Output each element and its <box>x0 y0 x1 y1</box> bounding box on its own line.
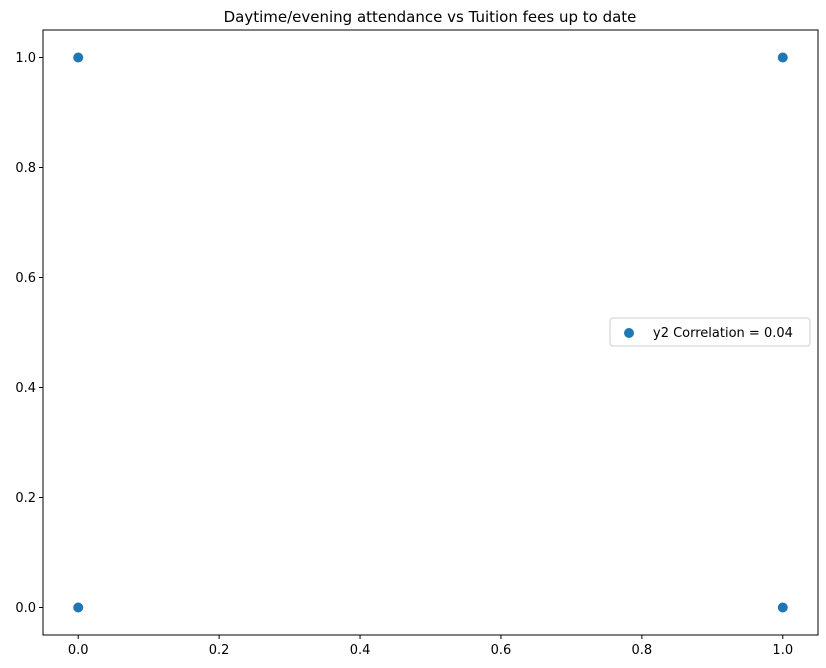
y-tick-label: 0.4 <box>15 381 36 396</box>
x-tick-label: 1.0 <box>772 643 793 658</box>
data-point-0-3 <box>777 52 788 63</box>
data-point-0-2 <box>777 602 788 613</box>
y-tick-label: 0.0 <box>15 601 36 616</box>
y-tick-label: 0.2 <box>15 491 36 506</box>
data-point-0-0 <box>73 602 84 613</box>
x-tick-label: 0.2 <box>209 643 230 658</box>
data-point-0-1 <box>73 52 84 63</box>
y-tick-label: 0.6 <box>15 271 36 286</box>
scatter-points <box>73 52 788 613</box>
y-tick-label: 0.8 <box>15 161 36 176</box>
y-tick-label: 1.0 <box>15 51 36 66</box>
legend: y2 Correlation = 0.04 <box>609 317 811 347</box>
chart-title: Daytime/evening attendance vs Tuition fe… <box>224 8 637 26</box>
y-axis: 0.0 0.2 0.4 0.6 0.8 1.0 <box>15 51 43 616</box>
plot-frame <box>42 29 819 636</box>
x-tick-label: 0.4 <box>350 643 371 658</box>
legend-box <box>609 317 811 347</box>
x-tick-label: 0.8 <box>632 643 653 658</box>
legend-label: y2 Correlation = 0.04 <box>653 326 793 341</box>
x-tick-label: 0.6 <box>491 643 512 658</box>
x-axis: 0.0 0.2 0.4 0.6 0.8 1.0 <box>68 635 793 658</box>
x-tick-label: 0.0 <box>68 643 89 658</box>
legend-marker <box>624 328 634 338</box>
